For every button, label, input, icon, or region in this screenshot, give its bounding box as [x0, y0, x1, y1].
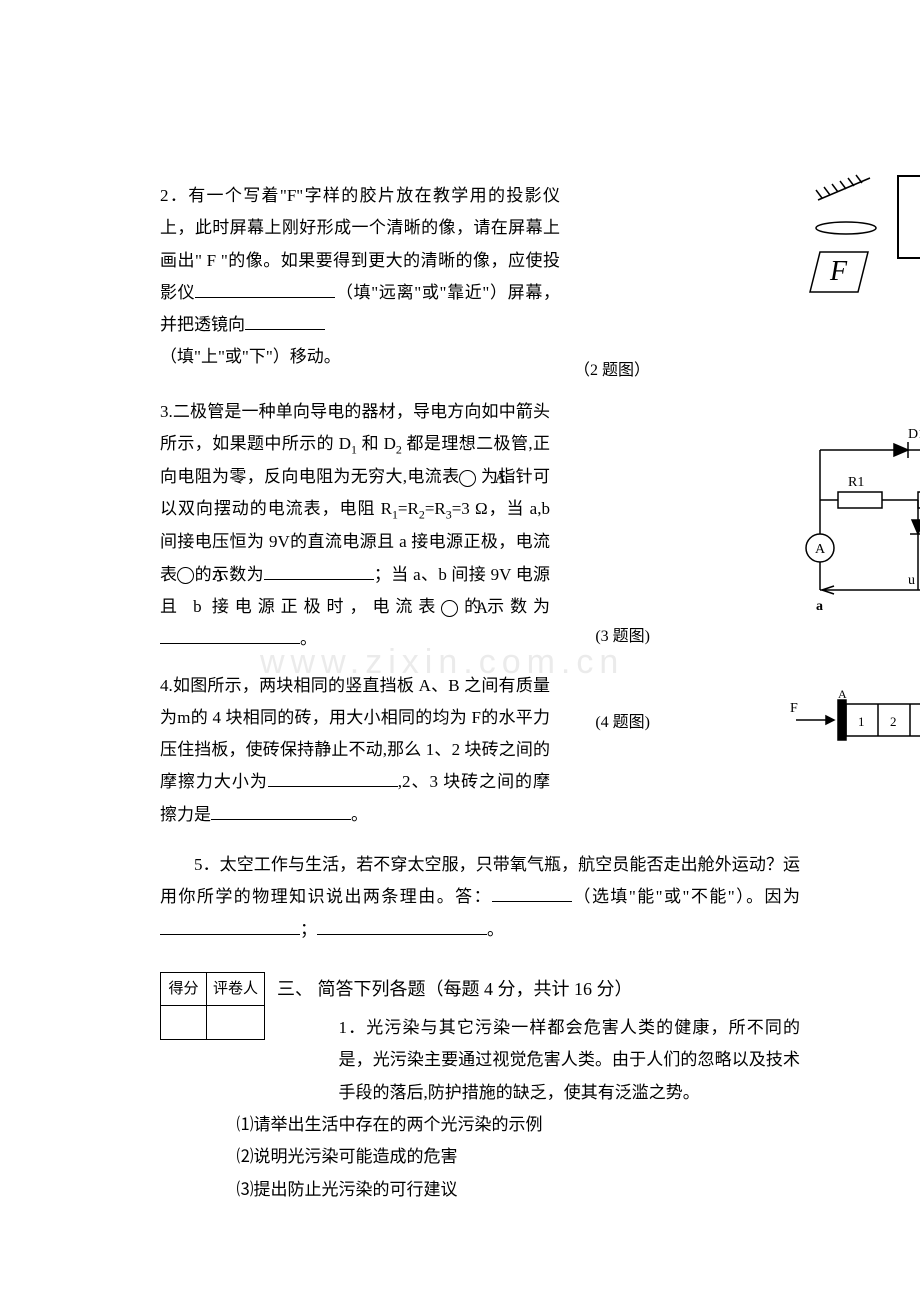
q4-svg: F F 1 2 3 4 A B — [790, 690, 920, 750]
d1-label: D1 — [908, 427, 920, 442]
q2-blank-2 — [245, 310, 325, 330]
sec3-q1-text: 光污染与其它污染一样都会危害人类的健康，所不同的是，光污染主要通过视觉危害人类。… — [339, 1018, 801, 1102]
sec3-q1-sub3: ⑶提出防止光污染的可行建议 — [237, 1174, 801, 1206]
question-2: 2．有一个写着"F"字样的胶片放在教学用的投影仪上，此时屏幕上刚好形成一个清晰的… — [160, 180, 800, 374]
sec3-q1: 1．光污染与其它污染一样都会危害人类的健康，所不同的是，光污染主要通过视觉危害人… — [339, 1012, 801, 1109]
score-header-2: 评卷人 — [207, 972, 265, 1006]
q3-blank-1 — [264, 559, 374, 579]
q2-blank-1 — [195, 278, 335, 298]
question-3: 3.二极管是一种单向导电的器材，导电方向如中箭头所示，如果题中所示的 D1 和 … — [160, 396, 800, 656]
q3-end: 。 — [300, 629, 317, 648]
q2-number: 2． — [160, 186, 188, 205]
sec3-q1-number: 1． — [339, 1018, 367, 1037]
q3-a2: 和 D — [362, 434, 396, 453]
q4-number: 4. — [160, 676, 173, 695]
q3-a5: =R — [398, 499, 419, 518]
sec3-q1-sub2: ⑵说明光污染可能造成的危害 — [237, 1141, 801, 1173]
q5-blank-3 — [317, 914, 487, 934]
score-cell-1 — [161, 1006, 207, 1040]
question-5: 5．太空工作与生活，若不穿太空服，只带氧气瓶，航空员能否走出舱外运动？运用你所学… — [160, 849, 800, 946]
q2-caption: （2 题图） — [574, 356, 650, 386]
page-content: 2．有一个写着"F"字样的胶片放在教学用的投影仪上，此时屏幕上刚好形成一个清晰的… — [160, 180, 800, 1206]
q4-caption: (4 题图) — [595, 708, 650, 738]
section-3: 得分评卷人 三、 简答下列各题（每题 4 分，共计 16 分） 1．光污染与其它… — [160, 972, 800, 1206]
q4-figure: F F 1 2 3 4 A B — [790, 690, 920, 750]
r1-label: R1 — [848, 475, 864, 490]
q3-a8: 的示数为 — [194, 565, 264, 584]
q3-blank-2 — [160, 624, 300, 644]
score-table: 得分评卷人 — [160, 972, 265, 1040]
brick-2: 2 — [890, 714, 897, 729]
ammeter-icon: A — [459, 470, 476, 487]
a-label: A — [815, 542, 826, 557]
q4-text: 4.如图所示，两块相同的竖直挡板 A、B 之间有质量为m的 4 块相同的砖，用大… — [160, 676, 550, 824]
q3-a6: =R — [425, 499, 446, 518]
q3-figure: D1 R1 R2 D2 R3 A u a b — [790, 420, 920, 620]
ammeter-icon-3: A — [441, 600, 458, 617]
terminal-a: a — [816, 599, 823, 614]
q2-figure: F — [800, 174, 920, 344]
q3-c: 的示数为 — [458, 597, 550, 616]
q3-caption: (3 题图) — [595, 622, 650, 652]
q4-blank-1 — [268, 767, 398, 787]
q3-number: 3. — [160, 402, 173, 421]
q5-blank-1 — [492, 882, 572, 902]
q5-blank-2 — [160, 914, 300, 934]
f-letter: F — [829, 256, 848, 287]
q3-text: 3.二极管是一种单向导电的器材，导电方向如中箭头所示，如果题中所示的 D1 和 … — [160, 402, 550, 648]
brick-1: 1 — [858, 714, 865, 729]
u-label: u — [908, 573, 915, 588]
q4-end: 。 — [351, 805, 368, 824]
score-header-1: 得分 — [161, 972, 207, 1006]
f-left: F — [790, 701, 798, 716]
score-cell-2 — [207, 1006, 265, 1040]
q2-hint-2: （填"上"或"下"）移动。 — [160, 347, 341, 366]
q5-hint1: （选填"能"或"不能"）。因为 — [572, 887, 800, 906]
q2-svg: F — [800, 174, 920, 344]
q5-number: 5． — [194, 855, 220, 874]
sec3-q1-sub1: ⑴请举出生活中存在的两个光污染的示例 — [237, 1109, 801, 1141]
ammeter-icon-2: A — [177, 567, 194, 584]
q4-blank-2 — [211, 799, 351, 819]
question-4: 4.如图所示，两块相同的竖直挡板 A、B 之间有质量为m的 4 块相同的砖，用大… — [160, 670, 800, 831]
plate-a: A — [838, 690, 847, 701]
q5-sep: ； — [300, 920, 317, 939]
q2-text: 2．有一个写着"F"字样的胶片放在教学用的投影仪上，此时屏幕上刚好形成一个清晰的… — [160, 186, 560, 334]
q3-svg: D1 R1 R2 D2 R3 A u a b — [790, 420, 920, 620]
q5-end: 。 — [487, 920, 504, 939]
